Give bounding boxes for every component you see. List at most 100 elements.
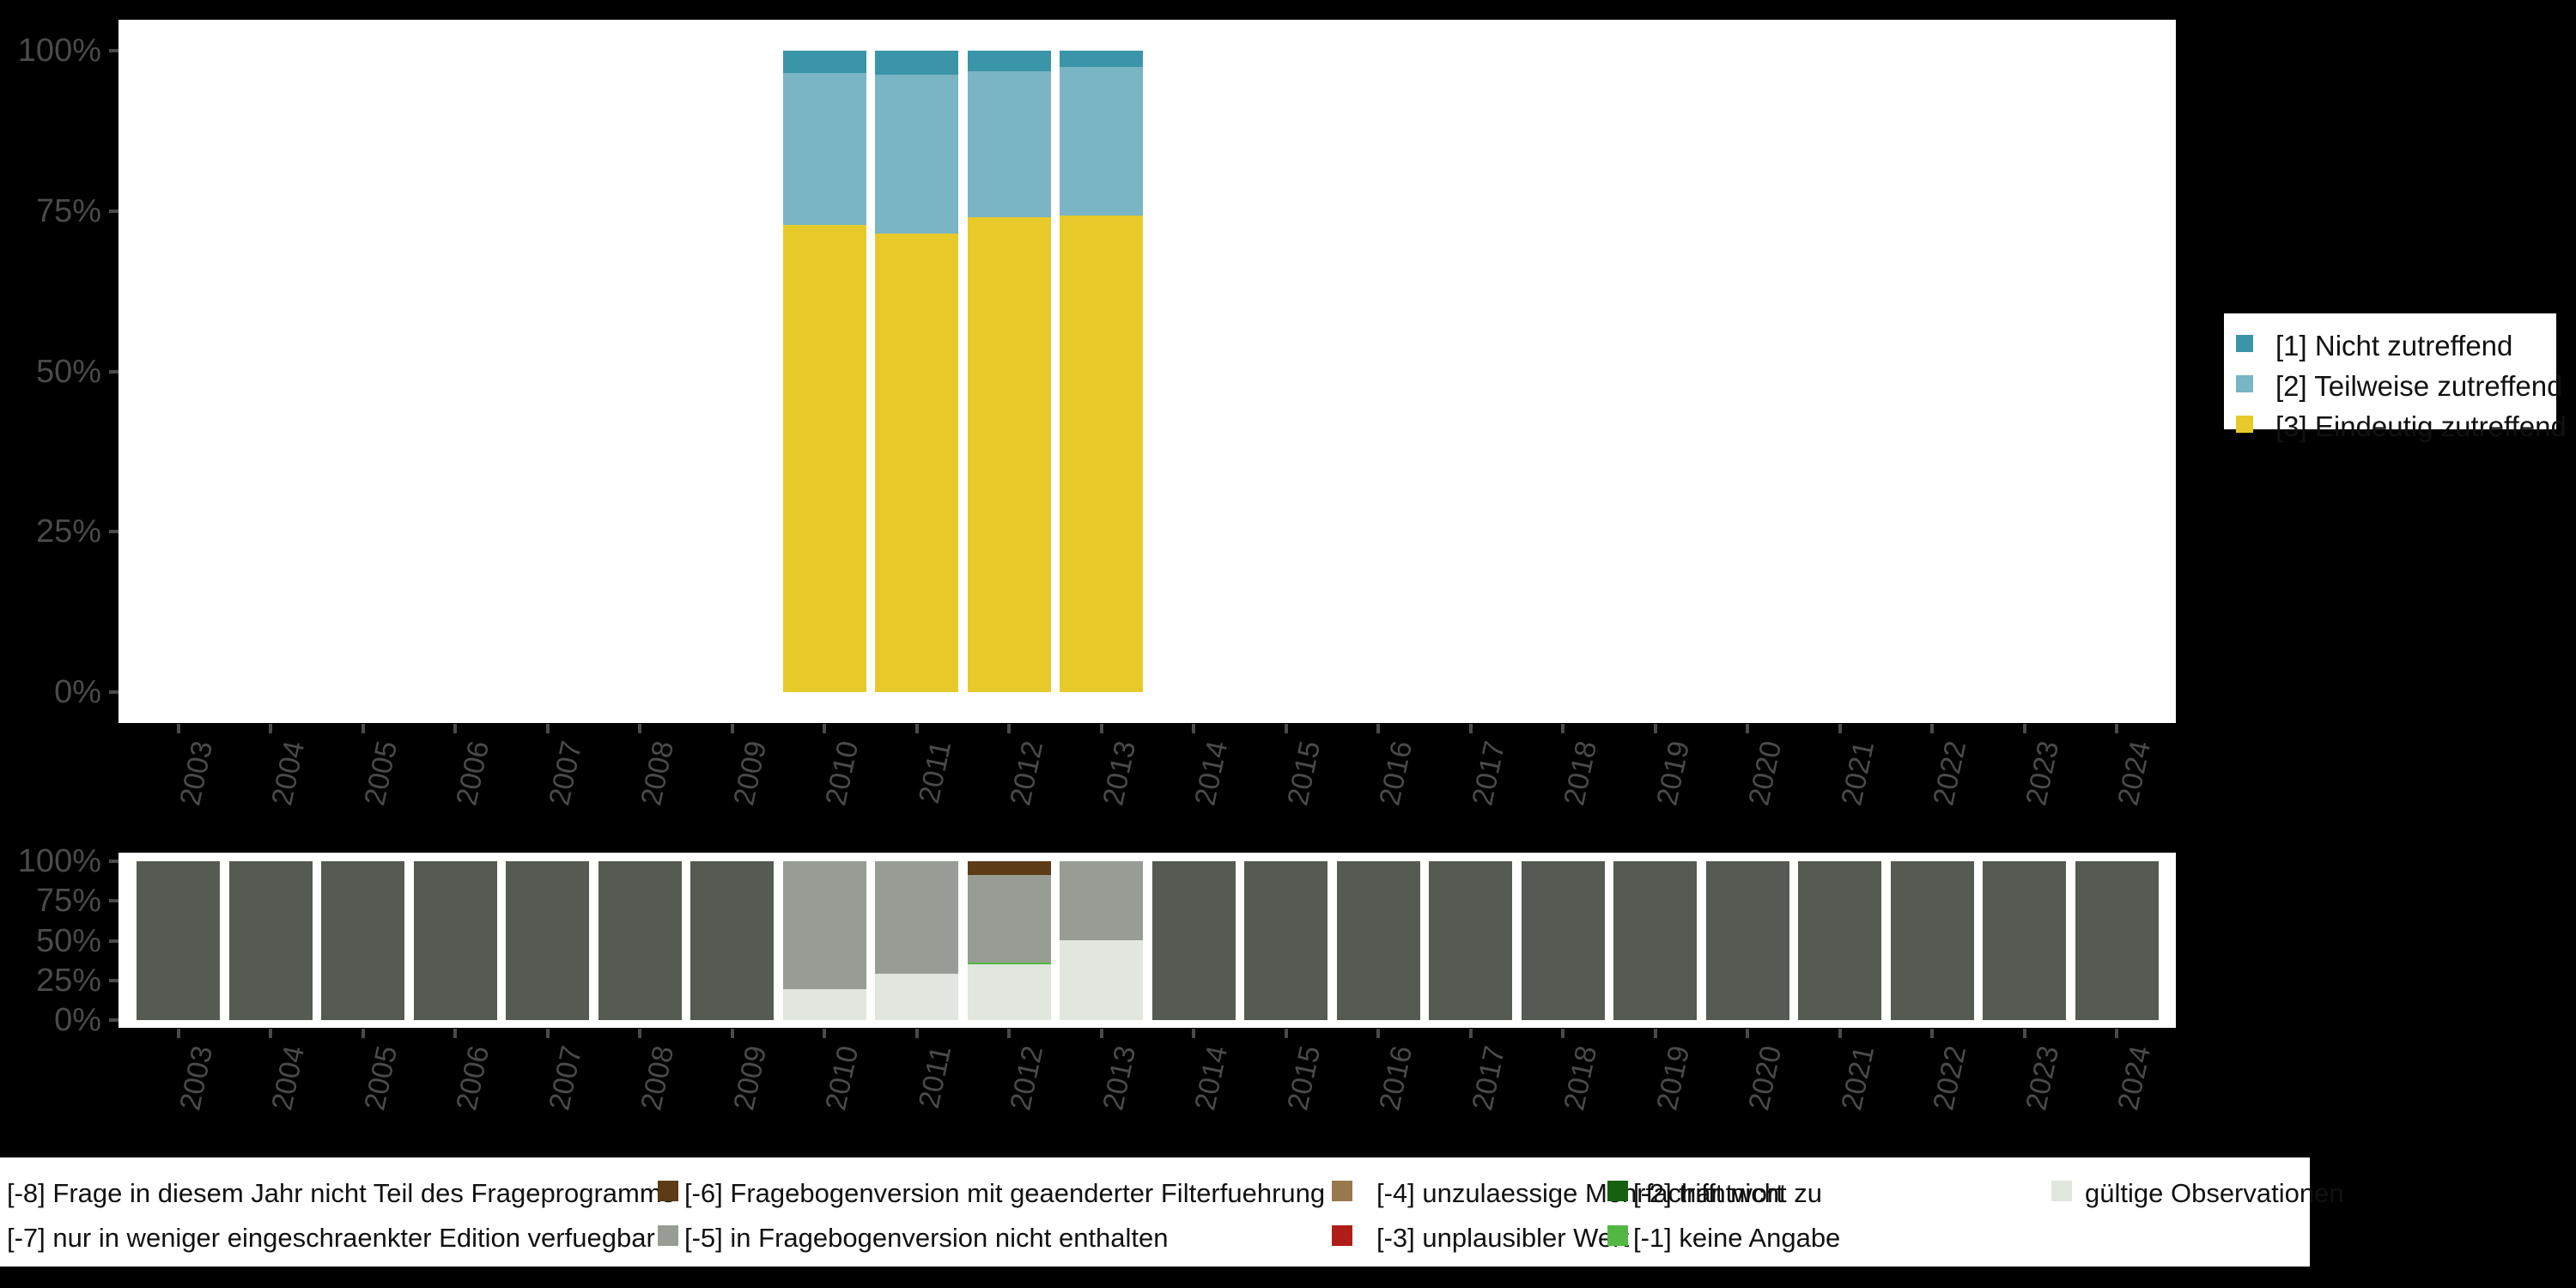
missings-legend-label: [-8] Frage in diesem Jahr nicht Teil des… bbox=[7, 1178, 676, 1208]
top-x-axis-tick bbox=[1284, 724, 1288, 733]
bar-segment-2013-series2 bbox=[1060, 215, 1143, 692]
bottom-x-axis-tick bbox=[730, 1029, 734, 1038]
bar-segment-2007-series0 bbox=[506, 861, 589, 1020]
top-x-axis-tick bbox=[1561, 724, 1564, 733]
top-y-axis-tick bbox=[109, 530, 118, 534]
top-y-axis-label: 75% bbox=[35, 192, 101, 229]
bar-segment-2008-series0 bbox=[598, 861, 682, 1020]
top-x-axis-tick bbox=[269, 724, 272, 733]
bar-segment-2013-series1 bbox=[1060, 66, 1143, 216]
bottom-y-axis-tick bbox=[109, 978, 118, 982]
legend-swatch-m6 bbox=[658, 1181, 678, 1201]
legend-label: [3] Eindeutig zutreffend bbox=[2275, 410, 2567, 442]
bottom-x-axis-tick bbox=[1007, 1029, 1011, 1038]
legend-swatch-m5 bbox=[658, 1225, 678, 1246]
bar-segment-2010-series0 bbox=[782, 51, 866, 74]
bar-segment-2013-series4 bbox=[1060, 939, 1143, 1020]
bottom-x-axis-tick bbox=[914, 1029, 919, 1038]
top-x-axis-tick bbox=[1007, 724, 1011, 733]
bottom-y-axis-label: 75% bbox=[35, 883, 101, 920]
top-x-axis-tick bbox=[1653, 724, 1657, 733]
top-x-axis-tick bbox=[176, 724, 180, 733]
bar-segment-2023-series0 bbox=[1983, 861, 2066, 1020]
legend-label: [2] Teilweise zutreffend bbox=[2275, 370, 2563, 402]
bar-segment-2013-series2 bbox=[1060, 861, 1143, 940]
bar-segment-2012-series3 bbox=[967, 962, 1051, 964]
missings-legend-label: [-7] nur in weniger eingeschraenkter Edi… bbox=[7, 1223, 655, 1253]
top-x-axis-tick bbox=[1468, 724, 1473, 733]
bottom-x-axis-tick bbox=[1561, 1029, 1564, 1038]
legend-swatch-m1 bbox=[1607, 1225, 1628, 1246]
bar-segment-2013-series0 bbox=[1060, 51, 1143, 67]
bottom-x-axis-tick bbox=[2022, 1029, 2026, 1038]
missings-legend-label: [-3] unplausibler Wert bbox=[1376, 1223, 1630, 1253]
top-x-axis-tick bbox=[1376, 724, 1380, 733]
bottom-y-axis-tick bbox=[109, 1018, 118, 1022]
top-x-axis-tick bbox=[914, 724, 919, 733]
top-x-axis-tick bbox=[361, 724, 365, 733]
top-x-axis-tick bbox=[823, 724, 826, 733]
bottom-x-axis-tick bbox=[453, 1029, 457, 1038]
top-y-axis-label: 0% bbox=[54, 674, 101, 710]
bar-segment-2024-series0 bbox=[2075, 861, 2159, 1020]
bar-segment-2015-series0 bbox=[1244, 861, 1327, 1020]
bar-segment-2011-series2 bbox=[875, 233, 958, 692]
top-x-axis-tick bbox=[545, 724, 550, 733]
bar-segment-2012-series1 bbox=[967, 861, 1051, 875]
bar-segment-2003-series0 bbox=[137, 861, 220, 1020]
top-y-axis-tick bbox=[109, 49, 118, 52]
bottom-y-axis-label: 100% bbox=[17, 843, 101, 879]
bottom-x-axis-tick bbox=[176, 1029, 180, 1038]
top-x-axis-tick bbox=[2022, 724, 2026, 733]
legend-swatch-valid bbox=[2051, 1181, 2072, 1201]
bar-segment-2018-series0 bbox=[1521, 861, 1605, 1020]
bar-segment-2021-series0 bbox=[1798, 861, 1881, 1020]
top-x-axis-tick bbox=[638, 724, 641, 733]
legend-swatch-cat1 bbox=[2236, 335, 2253, 352]
top-x-axis-tick bbox=[453, 724, 457, 733]
bottom-x-axis-tick bbox=[1192, 1029, 1195, 1038]
legend-swatch-cat2 bbox=[2236, 375, 2253, 392]
legend-label: [1] Nicht zutreffend bbox=[2275, 330, 2513, 361]
bottom-x-axis-tick bbox=[361, 1029, 365, 1038]
top-x-axis-tick bbox=[1099, 724, 1103, 733]
bar-segment-2012-series4 bbox=[967, 963, 1051, 1020]
top-chart-legend bbox=[2224, 313, 2556, 429]
bar-segment-2014-series0 bbox=[1151, 861, 1236, 1020]
bottom-y-axis-label: 0% bbox=[54, 1002, 101, 1038]
legend-swatch-m3 bbox=[1332, 1225, 1352, 1246]
missings-legend-label: [-4] unzulaessige Mehrfachantwort bbox=[1376, 1178, 1783, 1208]
bar-segment-2017-series0 bbox=[1429, 861, 1512, 1020]
top-y-axis-label: 25% bbox=[35, 513, 101, 550]
missings-legend-label: gültige Observationen bbox=[2085, 1178, 2344, 1208]
top-x-axis-tick bbox=[2115, 724, 2118, 733]
bottom-x-axis-tick bbox=[1099, 1029, 1103, 1038]
bottom-y-axis-tick bbox=[109, 860, 118, 863]
bar-segment-2010-series2 bbox=[782, 225, 866, 692]
legend-swatch-cat3 bbox=[2236, 416, 2253, 433]
bar-segment-2011-series2 bbox=[875, 861, 958, 974]
top-x-axis-tick bbox=[1192, 724, 1195, 733]
top-y-axis-label: 50% bbox=[35, 353, 101, 390]
top-x-axis-tick bbox=[1746, 724, 1749, 733]
bottom-y-axis-label: 25% bbox=[35, 962, 101, 999]
top-y-axis-tick bbox=[109, 690, 118, 694]
bottom-x-axis-tick bbox=[638, 1029, 641, 1038]
bar-segment-2011-series0 bbox=[875, 51, 958, 75]
top-chart-panel bbox=[118, 20, 2176, 723]
bar-segment-2010-series1 bbox=[782, 73, 866, 226]
bottom-x-axis-tick bbox=[1284, 1029, 1288, 1038]
bottom-x-axis-tick bbox=[1930, 1029, 1934, 1038]
bar-segment-2020-series0 bbox=[1705, 861, 1789, 1020]
bottom-x-axis-tick bbox=[1468, 1029, 1473, 1038]
missings-legend-label: [-2] trifft nicht zu bbox=[1633, 1178, 1822, 1208]
bottom-x-axis-tick bbox=[1838, 1029, 1842, 1038]
bar-segment-2005-series0 bbox=[321, 861, 404, 1020]
bar-segment-2016-series0 bbox=[1336, 861, 1420, 1020]
bottom-x-axis-tick bbox=[1746, 1029, 1749, 1038]
top-x-axis-tick bbox=[1838, 724, 1842, 733]
top-x-axis-tick bbox=[1930, 724, 1934, 733]
legend-swatch-m4 bbox=[1332, 1181, 1352, 1201]
bar-segment-2010-series2 bbox=[782, 861, 866, 989]
bottom-x-axis-tick bbox=[545, 1029, 550, 1038]
